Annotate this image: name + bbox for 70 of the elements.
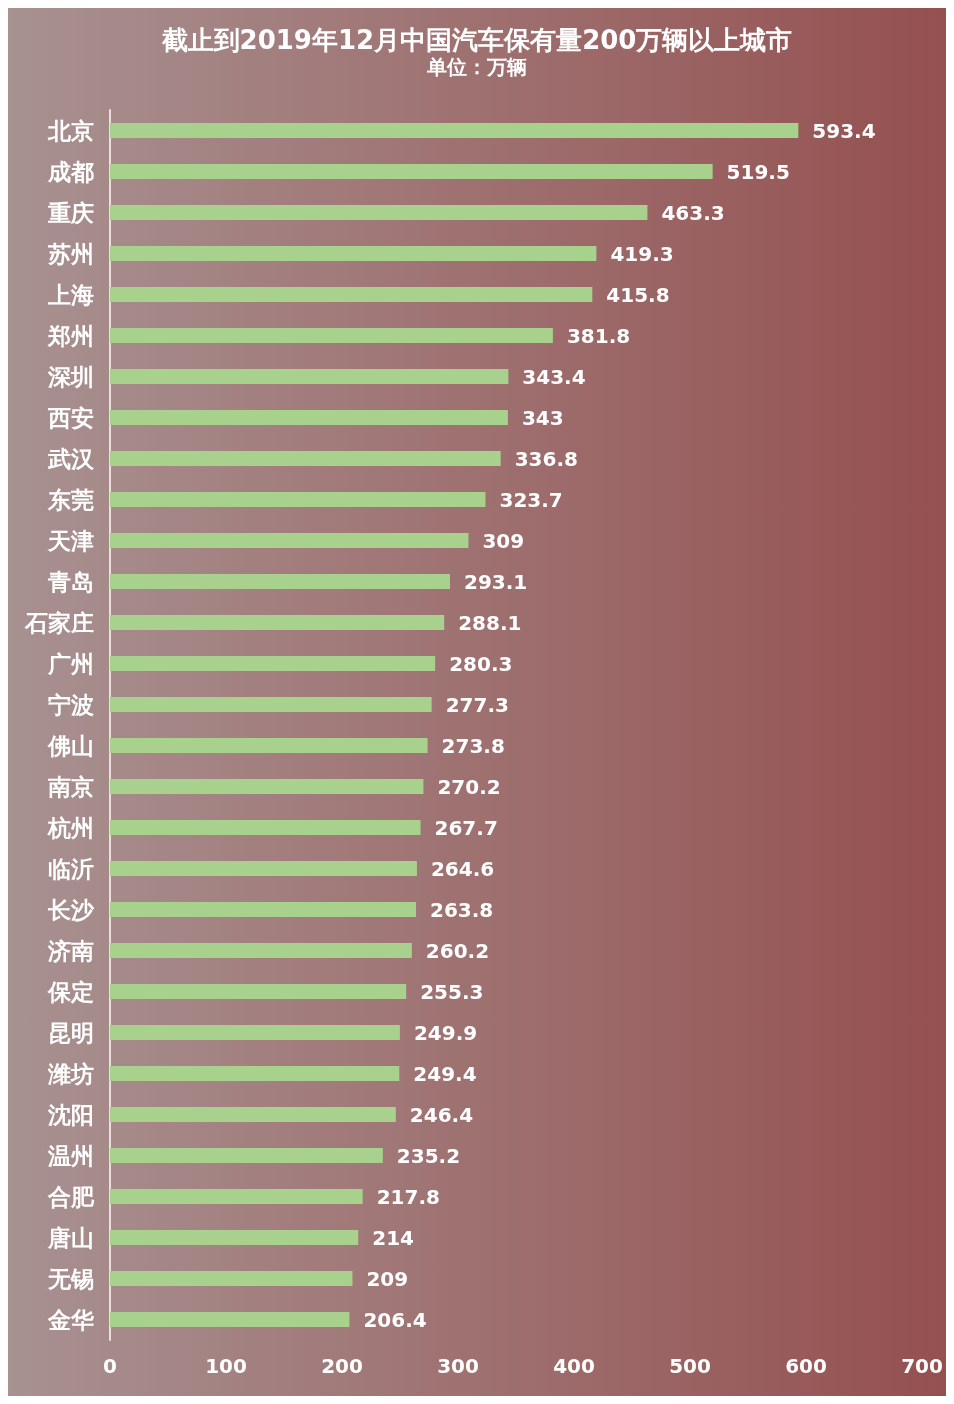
data-label: 246.4 [409, 1102, 474, 1127]
y-tick-label: 合肥 [47, 1183, 95, 1210]
y-tick-label: 上海 [47, 281, 94, 308]
data-label: 217.8 [376, 1184, 440, 1209]
y-tick-label: 沈阳 [47, 1101, 94, 1128]
data-label: 293.1 [464, 569, 528, 594]
x-tick-label: 500 [669, 1354, 711, 1378]
y-tick-label: 佛山 [47, 732, 94, 759]
x-tick-label: 400 [553, 1354, 595, 1378]
y-tick-label: 潍坊 [47, 1060, 94, 1087]
data-label: 280.3 [449, 651, 513, 676]
y-tick-label: 昆明 [48, 1019, 94, 1046]
y-tick-label: 成都 [47, 158, 94, 185]
chart-subtitle: 单位：万辆 [426, 55, 527, 79]
y-tick-label: 重庆 [47, 199, 94, 226]
data-label: 267.7 [434, 815, 498, 840]
data-label: 343 [521, 405, 564, 430]
y-tick-label: 西安 [47, 404, 94, 431]
data-label: 249.4 [413, 1061, 477, 1086]
y-tick-label: 北京 [47, 117, 94, 144]
data-label: 270.2 [437, 774, 501, 799]
data-label: 343.4 [522, 364, 586, 389]
data-label: 255.3 [420, 979, 484, 1004]
y-tick-label: 郑州 [47, 322, 94, 349]
data-label: 235.2 [396, 1143, 461, 1168]
data-label: 593.4 [812, 118, 876, 143]
data-label: 273.8 [441, 733, 505, 758]
y-tick-label: 东莞 [47, 486, 94, 513]
x-tick-label: 700 [901, 1354, 943, 1378]
y-tick-label: 金华 [47, 1306, 94, 1333]
y-tick-label: 杭州 [47, 814, 94, 841]
data-label: 415.8 [606, 282, 670, 307]
data-label: 519.5 [726, 159, 790, 184]
data-label: 209 [366, 1266, 409, 1291]
y-tick-label: 温州 [47, 1142, 94, 1169]
data-label: 336.8 [514, 446, 578, 471]
y-tick-label: 武汉 [47, 445, 95, 472]
y-tick-label: 济南 [47, 937, 94, 964]
chart-title: 截止到2019年12月中国汽车保有量200万辆以上城市 [160, 25, 793, 55]
y-tick-label: 深圳 [47, 363, 94, 390]
y-tick-label: 石家庄 [24, 609, 94, 636]
data-label: 263.8 [430, 897, 494, 922]
y-tick-label: 唐山 [47, 1224, 94, 1251]
y-tick-label: 保定 [47, 978, 94, 1005]
data-label: 419.3 [610, 241, 674, 266]
x-tick-label: 200 [321, 1354, 363, 1378]
y-tick-label: 天津 [47, 527, 94, 554]
data-label: 260.2 [425, 938, 490, 963]
x-tick-label: 100 [205, 1354, 247, 1378]
x-tick-label: 300 [437, 1354, 479, 1378]
y-tick-label: 宁波 [48, 691, 94, 718]
data-label: 206.4 [363, 1307, 427, 1332]
data-label: 214 [372, 1225, 414, 1250]
y-tick-label: 青岛 [47, 568, 94, 595]
data-label: 463.3 [661, 200, 725, 225]
data-label: 249.9 [413, 1020, 478, 1045]
y-tick-label: 南京 [47, 773, 94, 800]
data-label: 277.3 [445, 692, 509, 717]
data-label: 309 [482, 528, 525, 553]
y-tick-label: 苏州 [47, 240, 94, 267]
data-label: 288.1 [458, 610, 522, 635]
y-tick-label: 广州 [47, 650, 94, 677]
y-tick-label: 无锡 [47, 1265, 94, 1292]
y-tick-label: 长沙 [47, 896, 95, 923]
y-tick-label: 临沂 [48, 855, 94, 882]
x-tick-label: 600 [785, 1354, 827, 1378]
data-label: 323.7 [499, 487, 563, 512]
data-label: 264.6 [430, 856, 495, 881]
x-tick-label: 0 [103, 1354, 117, 1378]
data-label: 381.8 [566, 323, 631, 348]
